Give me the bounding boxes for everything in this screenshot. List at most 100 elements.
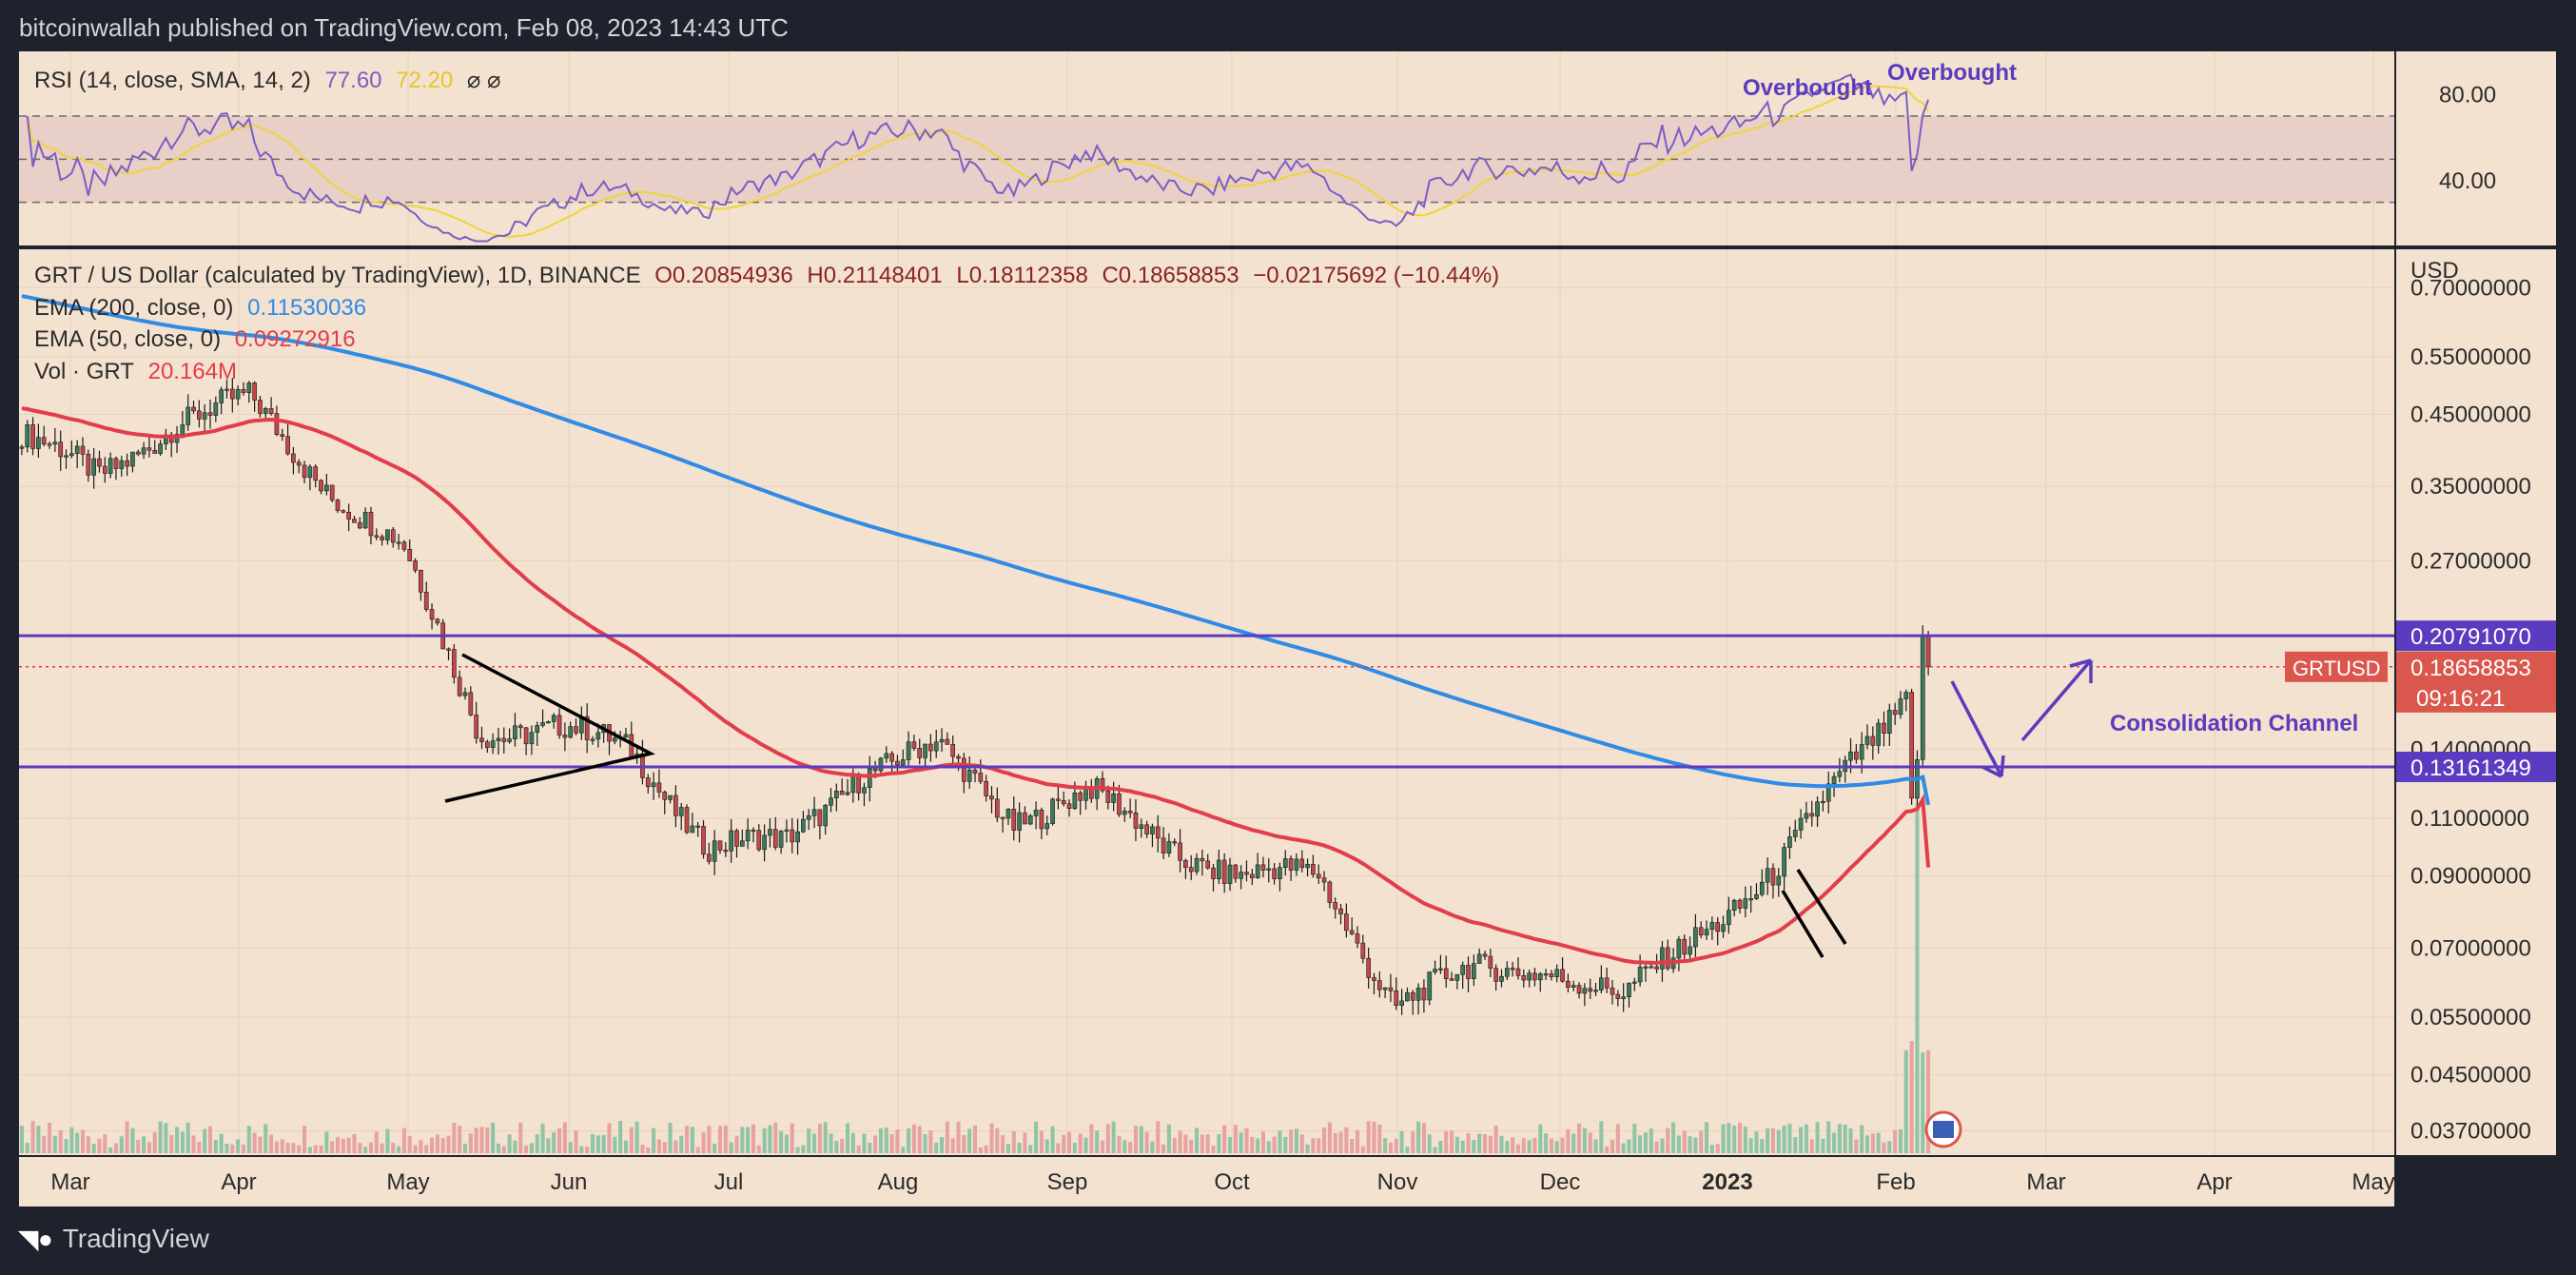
price-axis-label: 0.35000000 bbox=[2410, 474, 2531, 500]
ema200-legend[interactable]: EMA (200, close, 0) 0.11530036 bbox=[34, 295, 374, 322]
volume-bar bbox=[995, 1128, 1000, 1153]
candle bbox=[989, 795, 994, 800]
volume-legend[interactable]: Vol · GRT 20.164M bbox=[34, 359, 244, 385]
candle bbox=[1759, 881, 1765, 895]
candle bbox=[1349, 930, 1355, 934]
volume-bar bbox=[989, 1123, 994, 1153]
volume-bar bbox=[1466, 1132, 1471, 1153]
candle bbox=[1239, 872, 1243, 879]
volume-bar bbox=[868, 1143, 872, 1153]
time-axis-pane[interactable] bbox=[19, 1157, 2394, 1206]
volume-bar bbox=[1189, 1139, 1194, 1153]
candle bbox=[656, 782, 662, 793]
volume-bar bbox=[91, 1144, 96, 1153]
candle bbox=[556, 715, 562, 736]
candle bbox=[1770, 868, 1776, 886]
candle bbox=[1476, 953, 1482, 964]
rsi-legend[interactable]: RSI (14, close, SMA, 14, 2) 77.60 72.20 … bbox=[34, 67, 509, 94]
tradingview-logo-icon: ◥● bbox=[19, 1224, 53, 1253]
volume-bar bbox=[1383, 1138, 1388, 1153]
volume-bar bbox=[274, 1141, 279, 1153]
volume-bar bbox=[1760, 1138, 1765, 1153]
candle bbox=[468, 692, 474, 716]
rsi-axis-label: 80.00 bbox=[2439, 82, 2496, 108]
candle bbox=[1338, 908, 1343, 914]
volume-bar bbox=[1860, 1125, 1864, 1153]
candle bbox=[119, 460, 125, 469]
volume-bar bbox=[103, 1134, 107, 1153]
candle bbox=[1510, 968, 1515, 971]
candle bbox=[1859, 744, 1864, 760]
candle bbox=[1449, 978, 1454, 981]
candle bbox=[435, 618, 440, 624]
volume-bar bbox=[1089, 1124, 1094, 1153]
volume-bar bbox=[1554, 1141, 1559, 1153]
candle bbox=[1355, 933, 1360, 944]
volume-layer bbox=[19, 804, 1931, 1153]
candle bbox=[1017, 812, 1022, 831]
volume-bar bbox=[1527, 1140, 1532, 1153]
volume-bar bbox=[518, 1122, 523, 1153]
volume-bar bbox=[64, 1138, 68, 1153]
volume-bar bbox=[1643, 1132, 1648, 1153]
price-pane[interactable] bbox=[19, 249, 2394, 1155]
candle bbox=[1217, 859, 1221, 879]
volume-bar bbox=[302, 1126, 307, 1153]
candle bbox=[19, 446, 25, 449]
volume-bar bbox=[656, 1139, 661, 1153]
volume-bar bbox=[1776, 1129, 1781, 1153]
candle bbox=[197, 410, 202, 420]
volume-bar bbox=[972, 1125, 978, 1153]
arrow-up bbox=[2020, 658, 2093, 742]
candle bbox=[507, 738, 512, 742]
candle bbox=[1582, 988, 1588, 994]
candle bbox=[1809, 813, 1815, 817]
volume-bar bbox=[1903, 1049, 1908, 1153]
volume-bar bbox=[652, 1128, 656, 1153]
volume-bar bbox=[1715, 1144, 1720, 1153]
overbought-label-1: Overbought bbox=[1743, 75, 1872, 101]
volume-bar bbox=[1161, 1144, 1166, 1153]
candle bbox=[1421, 988, 1427, 1001]
candle bbox=[1886, 710, 1892, 735]
volume-bar bbox=[950, 1138, 955, 1153]
volume-bar bbox=[197, 1141, 202, 1153]
time-axis-label: Jul bbox=[714, 1169, 744, 1195]
candle bbox=[407, 549, 413, 561]
volume-bar bbox=[219, 1133, 224, 1153]
candle bbox=[945, 738, 950, 745]
volume-bar bbox=[773, 1122, 778, 1153]
candle bbox=[496, 737, 501, 741]
volume-bar bbox=[618, 1121, 623, 1153]
ema50-legend[interactable]: EMA (50, close, 0) 0.09272916 bbox=[34, 326, 363, 353]
time-axis-label: Feb bbox=[1876, 1169, 1915, 1195]
candle bbox=[1676, 938, 1682, 959]
volume-bar bbox=[734, 1135, 739, 1153]
volume-bar bbox=[113, 1143, 118, 1153]
candle bbox=[1537, 973, 1543, 981]
candle bbox=[1027, 815, 1033, 825]
volume-bar bbox=[75, 1132, 80, 1153]
volume-bar bbox=[601, 1134, 606, 1153]
consolidation-label: Consolidation Channel bbox=[2110, 711, 2358, 736]
candle bbox=[1488, 955, 1493, 969]
candle bbox=[734, 830, 739, 847]
rsi-axis-pane[interactable] bbox=[2396, 51, 2556, 245]
volume-bar bbox=[646, 1147, 651, 1153]
candle bbox=[790, 829, 795, 843]
candle bbox=[113, 458, 119, 469]
volume-bar bbox=[1028, 1145, 1033, 1153]
volume-bar bbox=[1549, 1138, 1553, 1153]
candle bbox=[978, 773, 984, 782]
candle bbox=[994, 798, 1000, 818]
candle bbox=[307, 466, 313, 479]
volume-bar bbox=[956, 1121, 961, 1153]
volume-bar bbox=[634, 1121, 639, 1153]
price-axis-label: 0.05500000 bbox=[2410, 1005, 2531, 1030]
footer-brand[interactable]: ◥● TradingView bbox=[19, 1224, 209, 1254]
volume-bar bbox=[1011, 1130, 1016, 1153]
volume-bar bbox=[1627, 1139, 1631, 1153]
price-legend[interactable]: GRT / US Dollar (calculated by TradingVi… bbox=[34, 263, 1507, 289]
candle bbox=[1249, 873, 1255, 878]
